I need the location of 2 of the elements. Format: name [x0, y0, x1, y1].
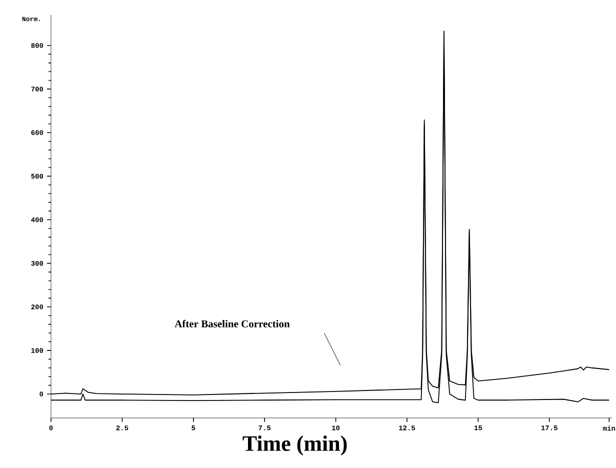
annotation: After Baseline Correction	[174, 320, 290, 328]
x-axis-title: Time (min)	[242, 436, 347, 456]
